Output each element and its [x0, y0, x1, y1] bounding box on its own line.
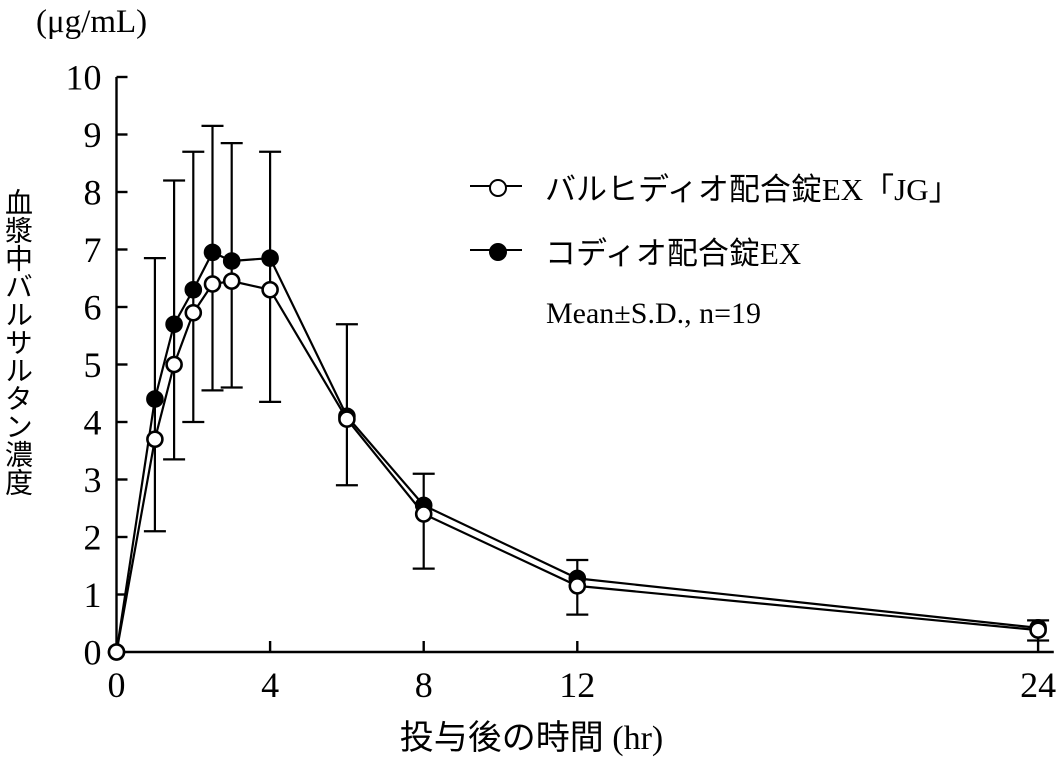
legend-label-jg: バルヒディオ配合錠EX「JG」: [545, 171, 960, 207]
data-point-filled-circle: [203, 243, 222, 262]
y-axis-unit-label: (μg/mL): [36, 4, 148, 40]
data-point-filled-circle: [222, 252, 241, 270]
mean-sd-note: Mean±S.D., n=19: [546, 296, 960, 332]
x-tick-label: 4: [261, 665, 279, 705]
data-point-open-circle: [222, 272, 241, 290]
y-tick-label: 5: [84, 345, 102, 385]
x-axis-title: 投与後の時間 (hr): [399, 720, 664, 757]
data-point-filled-circle: [184, 280, 203, 299]
y-tick-label: 3: [84, 460, 102, 500]
open-circle-marker-icon: [470, 177, 522, 197]
y-tick-label: 4: [84, 403, 102, 443]
data-point-open-circle: [184, 303, 203, 322]
y-tick-label: 9: [84, 115, 102, 155]
data-point-open-circle: [414, 505, 433, 523]
y-tick-label: 7: [84, 230, 102, 270]
data-point-open-circle: [203, 275, 222, 293]
y-tick-label: 6: [84, 288, 102, 328]
legend-label-codio: コディオ配合錠EX: [545, 235, 802, 271]
y-tick-label: 10: [66, 58, 102, 98]
y-tick-label: 8: [84, 173, 102, 213]
y-tick-label: 2: [84, 518, 102, 558]
data-point-open-circle: [146, 430, 164, 449]
x-tick-label: 24: [1020, 665, 1056, 705]
y-axis-title: 血漿中バルサルタン濃度: [1, 188, 32, 496]
chart-legend: バルヒディオ配合錠EX「JG」 コディオ配合錠EX Mean±S.D., n=1…: [470, 168, 960, 360]
data-point-open-circle: [261, 280, 279, 299]
data-point-filled-circle: [165, 315, 183, 334]
y-tick-label: 1: [84, 575, 102, 615]
y-tick-label: 0: [84, 633, 102, 673]
data-point-open-circle: [165, 355, 183, 374]
filled-circle-marker-icon: [470, 241, 522, 261]
data-point-open-circle: [338, 410, 356, 428]
legend-item-jg: バルヒディオ配合錠EX「JG」: [470, 168, 960, 207]
x-tick-label: 0: [108, 665, 126, 705]
legend-item-codio: コディオ配合錠EX: [470, 232, 960, 271]
data-point-filled-circle: [146, 390, 164, 408]
mean-sd-text: Mean±S.D., n=19: [546, 297, 762, 330]
x-tick-label: 8: [415, 665, 433, 705]
data-point-open-circle: [107, 643, 126, 661]
data-point-open-circle: [568, 577, 587, 595]
data-point-open-circle: [1029, 621, 1047, 639]
x-tick-label: 12: [559, 665, 595, 705]
data-point-filled-circle: [261, 249, 279, 267]
